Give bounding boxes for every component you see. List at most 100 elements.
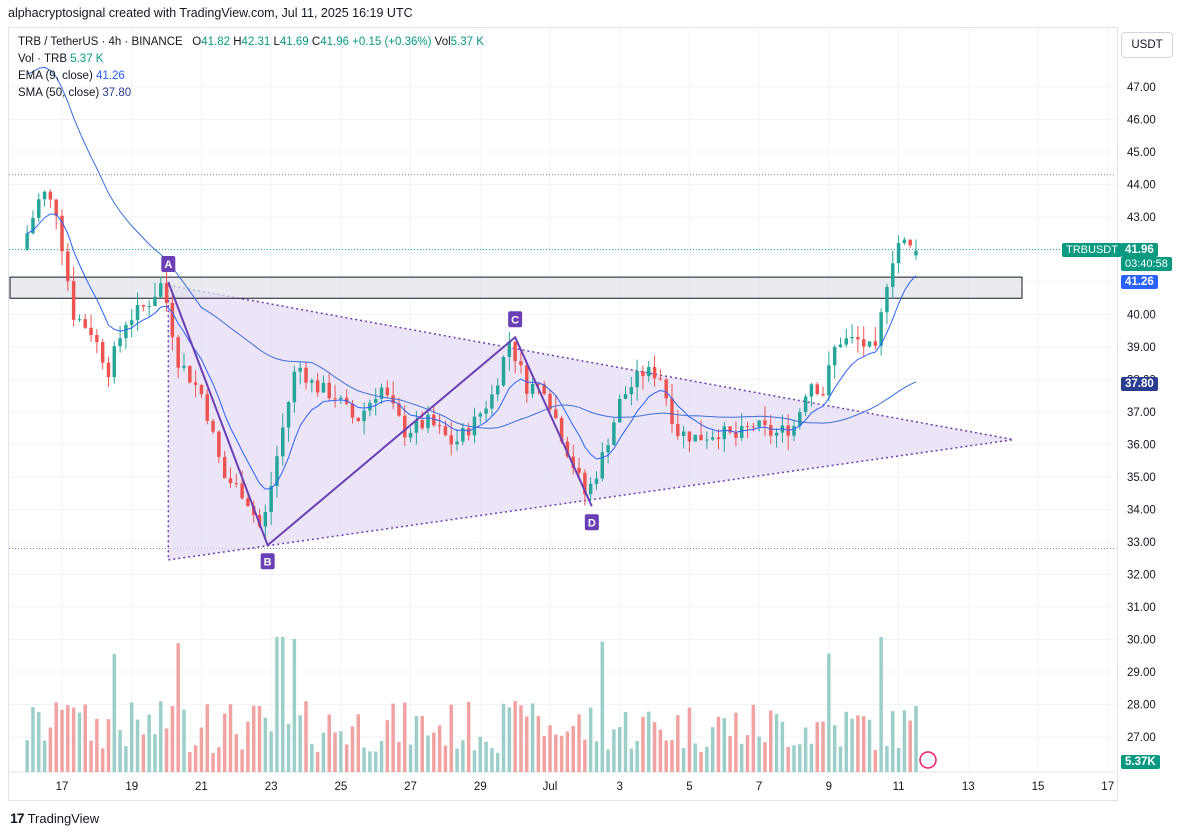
candle-body xyxy=(699,434,703,441)
volume-bar xyxy=(153,734,157,772)
y-tick-label: 47.00 xyxy=(1127,82,1156,94)
candle-body xyxy=(676,423,680,437)
volume-bar xyxy=(333,732,337,772)
volume-indicator-label: Vol · TRB xyxy=(18,53,67,65)
candle-body xyxy=(66,251,70,282)
sma-indicator-label: SMA (50, close) xyxy=(18,87,100,99)
candle-body xyxy=(501,356,506,386)
volume-bar xyxy=(658,729,663,772)
candle-body xyxy=(751,426,756,428)
candle-body xyxy=(60,215,64,252)
volume-bar xyxy=(275,637,279,772)
candle-body xyxy=(763,420,767,426)
volume-bar xyxy=(286,724,291,772)
y-tick-label: 43.00 xyxy=(1127,212,1156,224)
candle-body xyxy=(461,428,465,442)
candle-body xyxy=(716,437,721,440)
volume-bar xyxy=(478,736,483,772)
candle-body xyxy=(188,365,192,383)
chart-caption: alphacryptosignal created with TradingVi… xyxy=(8,6,413,20)
y-tick-label: 31.00 xyxy=(1127,602,1156,614)
volume-bar xyxy=(182,709,186,772)
candle-body xyxy=(42,191,47,200)
volume-bar xyxy=(827,653,831,772)
volume-bar xyxy=(891,711,895,772)
candle-body xyxy=(437,425,442,427)
volume-bar xyxy=(77,712,82,772)
candle-body xyxy=(844,338,849,345)
candle-body xyxy=(769,425,773,436)
candle-body xyxy=(350,403,355,418)
candle-body xyxy=(641,371,645,377)
volume-indicator-row[interactable]: Vol · TRB 5.37 K xyxy=(18,51,484,68)
volume-bar xyxy=(693,743,697,772)
volume-bar xyxy=(222,713,227,772)
volume-bar xyxy=(263,717,268,772)
volume-bar xyxy=(670,740,674,772)
volume-bar xyxy=(507,707,512,772)
high-value: 42.31 xyxy=(241,36,271,48)
countdown-tag: 03:40:58 xyxy=(1121,257,1172,271)
volume-bar xyxy=(193,745,198,772)
y-tick-label: 28.00 xyxy=(1127,700,1156,712)
candle-body xyxy=(129,320,134,325)
volume-bar xyxy=(798,744,802,772)
candle-body xyxy=(286,402,291,428)
volume-bar xyxy=(461,740,465,772)
candle-body xyxy=(478,413,483,417)
volume-bar xyxy=(484,741,488,772)
candle-body xyxy=(211,420,215,432)
candle-body xyxy=(83,319,87,328)
brand-name[interactable]: TradingView xyxy=(27,810,100,826)
y-tick-label: 36.00 xyxy=(1127,440,1156,452)
candle-body xyxy=(710,437,715,440)
sma-indicator-row[interactable]: SMA (50, close) 37.80 xyxy=(18,85,484,102)
symbol-row: TRB / TetherUS · 4h · BINANCE O41.82 H42… xyxy=(18,34,484,51)
candle-body xyxy=(222,456,227,479)
candle-body xyxy=(205,394,209,421)
candle-body xyxy=(147,306,151,308)
x-tick-label: 9 xyxy=(826,781,832,793)
ema-indicator-row[interactable]: EMA (9, close) 41.26 xyxy=(18,68,484,85)
volume-bar xyxy=(705,746,709,772)
candle-body xyxy=(490,394,494,409)
candle-body xyxy=(89,327,93,335)
candle-body xyxy=(100,342,105,363)
candle-body xyxy=(838,344,843,348)
y-tick-label: 44.00 xyxy=(1127,180,1156,192)
candle-body xyxy=(333,398,337,400)
volume-bar xyxy=(385,720,390,772)
x-tick-label: 13 xyxy=(962,781,975,793)
currency-button[interactable]: USDT xyxy=(1121,32,1173,58)
candle-body xyxy=(559,418,564,442)
volume-bar xyxy=(188,751,192,772)
volume-bar xyxy=(565,731,570,772)
ema-indicator-value: 41.26 xyxy=(95,70,125,82)
candle-body xyxy=(600,452,605,479)
candle-body xyxy=(234,483,239,485)
candle-body xyxy=(455,441,459,445)
volume-bar xyxy=(205,704,209,772)
candle-body xyxy=(902,239,907,244)
volume-bar xyxy=(292,638,297,772)
volume-bar xyxy=(525,716,529,772)
volume-bar xyxy=(559,735,564,772)
symbol-name[interactable]: TRB / TetherUS · 4h · BINANCE xyxy=(18,36,183,48)
volume-bar xyxy=(368,751,372,772)
volume-bar xyxy=(170,705,175,772)
volume-bar xyxy=(437,725,442,772)
low-label: L xyxy=(273,36,280,48)
candle-body xyxy=(495,385,500,395)
volume-bar xyxy=(809,743,814,772)
candle-body xyxy=(292,371,297,403)
candle-body xyxy=(193,382,198,385)
volume-bar xyxy=(914,705,918,772)
volume-bar xyxy=(176,643,180,772)
candle-body xyxy=(403,415,407,438)
x-tick-label: 25 xyxy=(334,781,347,793)
candle-body xyxy=(670,398,674,424)
volume-bar xyxy=(83,704,87,772)
candle-body xyxy=(873,341,878,346)
candle-body xyxy=(321,382,326,393)
